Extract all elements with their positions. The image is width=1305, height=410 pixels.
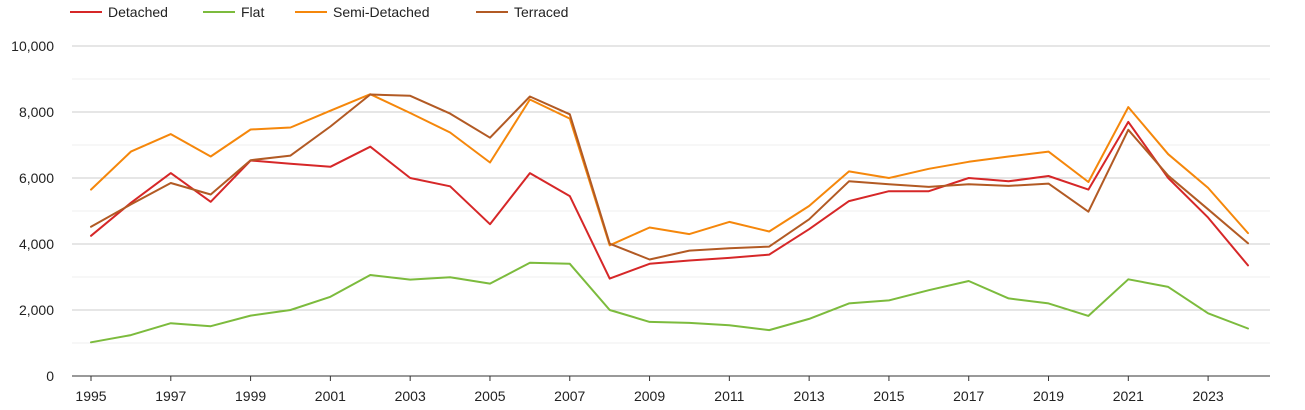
- x-tick-label: 1995: [75, 388, 106, 404]
- x-tick-label: 2011: [714, 388, 744, 404]
- x-tick-label: 2017: [953, 388, 984, 404]
- x-tick-label: 2013: [794, 388, 825, 404]
- x-tick-label: 1997: [155, 388, 186, 404]
- x-tick-label: 1999: [235, 388, 266, 404]
- series-line-flat: [90, 261, 1249, 344]
- series-line-semi-detached: [90, 93, 1249, 247]
- y-tick-label: 4,000: [19, 236, 54, 252]
- x-tick-label: 2001: [315, 388, 346, 404]
- series-lines: [90, 93, 1249, 344]
- x-tick-label: 2019: [1033, 388, 1064, 404]
- x-tick-label: 2005: [474, 388, 505, 404]
- y-tick-label: 0: [46, 368, 54, 384]
- x-tick-label: 2015: [873, 388, 904, 404]
- legend-label: Detached: [108, 4, 168, 20]
- legend-label: Semi-Detached: [333, 4, 430, 20]
- series-line-terraced: [90, 93, 1249, 261]
- legend: Detached Flat Semi-Detached Terraced: [70, 4, 568, 20]
- x-tick-label: 2009: [634, 388, 665, 404]
- x-tick-label: 2023: [1193, 388, 1224, 404]
- legend-item-semi-detached[interactable]: Semi-Detached: [295, 4, 430, 20]
- x-tick-label: 2007: [554, 388, 585, 404]
- gridlines: [72, 45, 1270, 344]
- legend-item-detached[interactable]: Detached: [70, 4, 168, 20]
- legend-item-terraced[interactable]: Terraced: [476, 4, 568, 20]
- y-tick-label: 10,000: [11, 38, 54, 54]
- axes: 0 2,000 4,000 6,000 8,000 10,000 1995 1997 1999 2…: [11, 38, 1270, 404]
- x-tick-label: 2021: [1113, 388, 1144, 404]
- legend-item-flat[interactable]: Flat: [203, 4, 264, 20]
- series-line-detached: [90, 120, 1249, 280]
- legend-label: Terraced: [514, 4, 568, 20]
- y-tick-label: 2,000: [19, 302, 54, 318]
- y-tick-label: 6,000: [19, 170, 54, 186]
- legend-label: Flat: [241, 4, 264, 20]
- x-tick-label: 2003: [395, 388, 426, 404]
- y-tick-label: 8,000: [19, 104, 54, 120]
